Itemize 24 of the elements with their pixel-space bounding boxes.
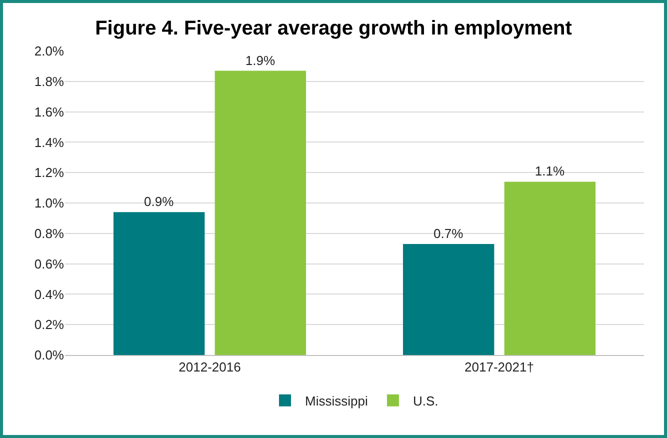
legend-label: Mississippi <box>305 393 368 408</box>
bar <box>402 244 494 355</box>
y-tick-label: 0.8% <box>34 226 64 241</box>
bar <box>504 182 596 355</box>
x-tick-label: 2012-2016 <box>178 360 241 375</box>
legend-label: U.S. <box>412 393 438 408</box>
chart-title: Figure 4. Five-year average growth in employment <box>95 17 572 40</box>
y-tick-label: 0.6% <box>34 256 64 272</box>
data-label: 0.9% <box>144 194 174 210</box>
y-tick-label: 0.2% <box>34 317 64 332</box>
y-tick-label: 0.0% <box>34 348 64 363</box>
y-tick-label: 1.6% <box>34 104 64 120</box>
y-tick-label: 1.8% <box>34 74 64 89</box>
y-tick-label: 1.2% <box>34 165 64 180</box>
x-tick-label: 2017-2021† <box>464 360 534 375</box>
data-label: 1.9% <box>245 52 276 68</box>
y-tick-label: 0.4% <box>34 286 64 302</box>
y-tick-label: 1.0% <box>34 196 64 211</box>
bar <box>214 70 306 355</box>
y-tick-label: 1.4% <box>34 134 64 150</box>
bar <box>113 212 205 355</box>
data-label: 1.1% <box>534 164 565 179</box>
data-label: 0.7% <box>434 226 464 242</box>
y-tick-label: 2.0% <box>34 44 64 59</box>
